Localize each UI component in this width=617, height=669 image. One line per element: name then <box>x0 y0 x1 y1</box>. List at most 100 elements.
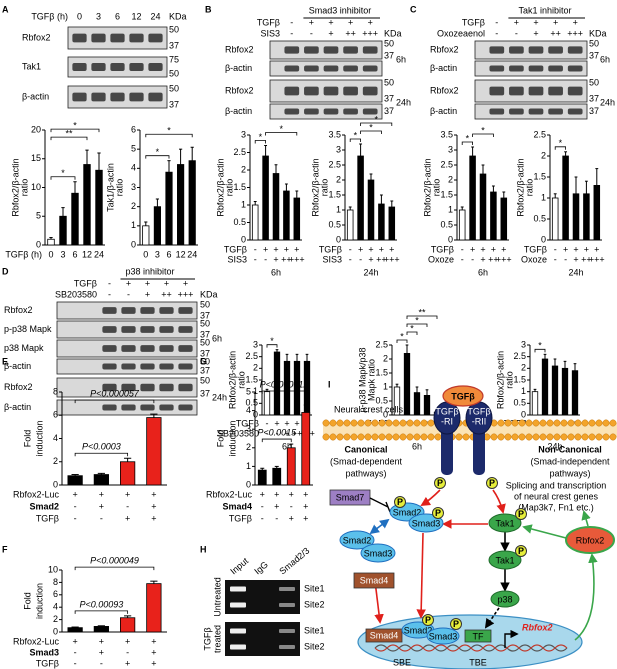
significance-bracket <box>74 610 129 614</box>
time-label: 6h <box>396 54 406 64</box>
y-tick-label: 3 <box>241 129 246 139</box>
y-tick-label: 0 <box>541 234 546 244</box>
blot-band <box>178 363 193 370</box>
lipid-head <box>504 433 512 441</box>
blot-band <box>567 108 583 115</box>
panel-letter: C <box>410 4 417 14</box>
kda-marker: 50 <box>169 68 179 78</box>
y-axis-label: Rbfox2/β-actin <box>215 158 225 216</box>
y-tick-label: 0.5 <box>245 398 258 408</box>
condition-mark: + <box>584 244 589 254</box>
blot-band <box>304 65 319 72</box>
arrow <box>416 532 426 619</box>
y-axis-label: ratio <box>19 179 29 197</box>
y-tick-label: 2 <box>246 442 251 452</box>
lipid-head <box>588 433 596 441</box>
lipid-head <box>532 433 540 441</box>
lipid-head <box>434 433 442 441</box>
blot-band <box>91 92 106 102</box>
condition-name: Oxoze <box>428 254 454 264</box>
lipid-head <box>546 419 554 427</box>
bar <box>262 155 269 241</box>
bar <box>378 203 385 241</box>
y-tick-label: 2 <box>336 174 341 184</box>
significance-bracket <box>554 146 566 150</box>
blot-lane-mark: - <box>108 278 111 288</box>
smad3 <box>426 627 460 645</box>
bar <box>301 412 311 486</box>
splicing-label: (Map3k7, Fn1 etc.) <box>518 502 594 512</box>
bar <box>83 164 91 246</box>
tf-box <box>464 629 492 643</box>
blot-lane-mark: + <box>145 278 150 288</box>
y-tick-label: 2 <box>241 164 246 174</box>
condition-name: Smad2 <box>29 501 59 511</box>
phospho-circle <box>432 507 444 519</box>
condition-mark: + <box>358 244 363 254</box>
site-label: Site2 <box>304 599 325 609</box>
significance-label: * <box>481 125 485 135</box>
lipid-head <box>406 433 414 441</box>
condition-name: Smad4 <box>222 501 252 511</box>
kda-marker: 37 <box>589 106 599 116</box>
blot-title: p38 inhibitor <box>125 266 174 276</box>
lipid-head <box>343 419 351 427</box>
significance-bracket <box>406 323 428 327</box>
kda-marker: 50 <box>169 24 179 34</box>
condition-mark: ++ <box>281 254 292 264</box>
y-tick-label: 1.5 <box>233 182 246 192</box>
lipid-head <box>392 419 400 427</box>
condition-mark: + <box>99 501 104 511</box>
phospho-circle <box>486 477 498 489</box>
blot-band <box>140 404 155 411</box>
condition-mark: + <box>263 244 268 254</box>
y-tick-label: 3 <box>131 182 136 192</box>
blot-band <box>178 345 193 352</box>
smad3-label: Smad3 <box>412 518 441 528</box>
lipid-head <box>455 433 463 441</box>
site-label: Site1 <box>304 625 325 635</box>
blot-band <box>284 86 300 96</box>
panel-letter: H <box>200 544 207 554</box>
condition-mark: + <box>480 244 485 254</box>
bar <box>531 391 539 416</box>
y-axis-label: Fold <box>215 430 225 448</box>
blot-lane-mark: 6 <box>115 11 120 21</box>
bar <box>257 469 267 486</box>
x-axis-label: 24h <box>547 441 562 451</box>
phospho-circle <box>515 508 527 520</box>
significance-bracket <box>349 138 361 142</box>
lipid-head <box>574 433 582 441</box>
blot-band <box>121 345 136 352</box>
condition-mark: ++ <box>581 254 592 264</box>
lipid-head <box>511 433 519 441</box>
column-label: IgG <box>252 559 270 576</box>
blot-condition: Oxozeaenol <box>437 28 485 38</box>
condition-mark: + <box>289 513 294 523</box>
bar <box>263 391 271 416</box>
blot-band <box>148 33 163 43</box>
blot-band <box>489 108 505 115</box>
bar <box>93 474 109 486</box>
blot-band <box>548 108 563 115</box>
kda-label: KDa <box>200 289 218 299</box>
pathway-label: Non-Canonical <box>538 444 602 454</box>
blot-title: Tak1 inhibitor <box>518 5 571 15</box>
blot-condition: TGFβ <box>257 17 280 27</box>
lipid-head <box>322 419 330 427</box>
lipid-head <box>336 433 344 441</box>
blot-band <box>102 404 117 411</box>
phospho-label: P <box>489 478 495 488</box>
blot-band <box>323 86 339 96</box>
condition-mark: + <box>151 636 156 646</box>
blot-lane-mark: +++ <box>362 28 378 38</box>
significance-label: ** <box>418 307 426 317</box>
condition-mark: ++ <box>292 428 303 438</box>
lipid-head <box>399 433 407 441</box>
bar <box>286 447 296 486</box>
condition-mark: 0 <box>143 249 148 259</box>
significance-bracket <box>265 132 298 136</box>
blot-band <box>110 63 125 71</box>
lipid-head <box>350 433 358 441</box>
lipid-head <box>609 433 617 441</box>
